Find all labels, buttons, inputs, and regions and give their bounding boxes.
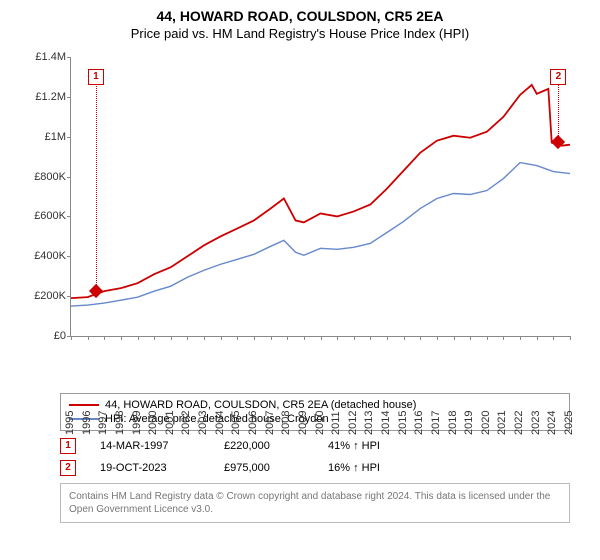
x-axis-label: 2019	[463, 387, 475, 435]
tx-price: £220,000	[224, 440, 304, 452]
transactions-table: 1 14-MAR-1997 £220,000 41% ↑ HPI 2 19-OC…	[60, 435, 570, 479]
x-axis-label: 2018	[447, 387, 459, 435]
chart-lines	[71, 57, 570, 336]
plot-area: 12	[70, 57, 570, 337]
x-axis-label: 2024	[546, 387, 558, 435]
x-axis-label: 1995	[64, 387, 76, 435]
x-axis-label: 2021	[496, 387, 508, 435]
y-axis-label: £600K	[20, 210, 66, 222]
marker-line	[96, 77, 97, 291]
x-axis-label: 2009	[297, 387, 309, 435]
x-axis-label: 1996	[81, 387, 93, 435]
x-axis-label: 2007	[264, 387, 276, 435]
x-axis-label: 2023	[530, 387, 542, 435]
x-axis-label: 2025	[563, 387, 575, 435]
y-axis-label: £1.2M	[20, 91, 66, 103]
x-axis-label: 2022	[513, 387, 525, 435]
tx-price: £975,000	[224, 462, 304, 474]
y-axis-label: £1M	[20, 131, 66, 143]
marker-line	[558, 77, 559, 142]
y-axis-label: £1.4M	[20, 51, 66, 63]
x-axis-label: 2020	[480, 387, 492, 435]
x-axis-label: 2014	[380, 387, 392, 435]
tx-date: 14-MAR-1997	[100, 440, 200, 452]
x-axis-label: 2016	[413, 387, 425, 435]
x-axis-label: 2012	[347, 387, 359, 435]
table-row: 1 14-MAR-1997 £220,000 41% ↑ HPI	[60, 435, 570, 457]
x-axis-label: 2003	[197, 387, 209, 435]
x-axis-label: 2001	[164, 387, 176, 435]
tx-diff: 16% ↑ HPI	[328, 462, 380, 474]
marker-box: 1	[88, 69, 104, 85]
y-axis-label: £200K	[20, 290, 66, 302]
x-axis-label: 2006	[247, 387, 259, 435]
x-axis-label: 2002	[180, 387, 192, 435]
y-axis-label: £800K	[20, 171, 66, 183]
x-axis-label: 1999	[131, 387, 143, 435]
x-axis-label: 2013	[363, 387, 375, 435]
x-axis-label: 1998	[114, 387, 126, 435]
table-row: 2 19-OCT-2023 £975,000 16% ↑ HPI	[60, 457, 570, 479]
marker-badge: 2	[60, 460, 76, 476]
y-axis-label: £400K	[20, 250, 66, 262]
footer-licence: Contains HM Land Registry data © Crown c…	[60, 483, 570, 523]
x-axis-label: 2011	[330, 387, 342, 435]
x-axis-label: 2005	[230, 387, 242, 435]
price-chart: 12 £0£200K£400K£600K£800K£1M£1.2M£1.4M19…	[20, 47, 580, 387]
y-axis-label: £0	[20, 330, 66, 342]
x-axis-label: 1997	[97, 387, 109, 435]
x-axis-label: 2015	[397, 387, 409, 435]
marker-badge: 1	[60, 438, 76, 454]
x-axis-label: 2017	[430, 387, 442, 435]
tx-date: 19-OCT-2023	[100, 462, 200, 474]
x-axis-label: 2008	[280, 387, 292, 435]
x-axis-label: 2004	[214, 387, 226, 435]
x-axis-label: 2000	[147, 387, 159, 435]
marker-box: 2	[550, 69, 566, 85]
tx-diff: 41% ↑ HPI	[328, 440, 380, 452]
chart-title: 44, HOWARD ROAD, COULSDON, CR5 2EA	[0, 0, 600, 24]
x-axis-label: 2010	[314, 387, 326, 435]
chart-subtitle: Price paid vs. HM Land Registry's House …	[0, 24, 600, 47]
